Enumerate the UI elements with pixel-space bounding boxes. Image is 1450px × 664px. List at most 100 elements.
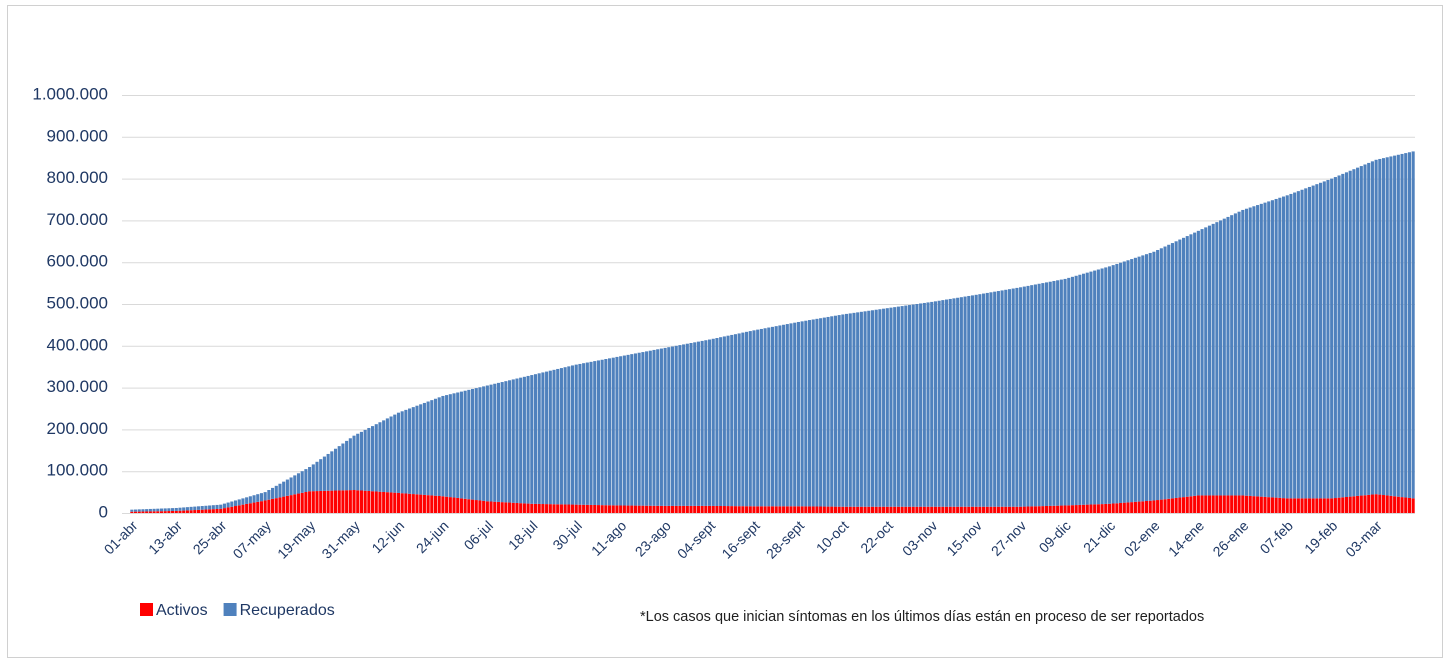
bar-segment bbox=[1374, 159, 1378, 495]
bar-segment bbox=[433, 398, 438, 496]
bar-segment bbox=[1233, 213, 1237, 496]
bar-segment bbox=[1274, 497, 1278, 513]
bar-segment bbox=[1152, 251, 1156, 501]
bar-segment bbox=[574, 504, 578, 513]
bar-segment bbox=[230, 506, 234, 513]
bar-segment bbox=[567, 504, 571, 513]
bar-segment bbox=[930, 301, 934, 507]
bar-segment bbox=[856, 312, 860, 507]
bar-segment bbox=[1119, 502, 1123, 513]
bar-segment bbox=[1289, 193, 1293, 499]
bar-segment bbox=[878, 309, 882, 507]
bar-segment bbox=[1163, 499, 1167, 513]
bar-segment bbox=[963, 296, 967, 507]
bar-segment bbox=[774, 326, 778, 507]
bar-segment bbox=[845, 506, 849, 513]
bar-segment bbox=[352, 435, 356, 491]
bar-segment bbox=[767, 327, 771, 507]
bar-segment bbox=[1267, 497, 1271, 513]
y-tick-label: 300.000 bbox=[47, 377, 108, 396]
bar-segment bbox=[611, 357, 615, 506]
bar-segment bbox=[778, 506, 782, 513]
bar-segment bbox=[659, 348, 663, 506]
bar-segment bbox=[715, 338, 719, 506]
bar-segment bbox=[730, 334, 734, 507]
bar-segment bbox=[1374, 494, 1378, 513]
bar-segment bbox=[1396, 154, 1400, 497]
bar-segment bbox=[508, 380, 512, 503]
bar-segment bbox=[274, 498, 278, 513]
bar-segment bbox=[796, 506, 800, 513]
bar-segment bbox=[237, 499, 241, 506]
bar-segment bbox=[508, 502, 512, 513]
bar-segment bbox=[1378, 158, 1382, 495]
bar-segment bbox=[596, 360, 601, 506]
bar-segment bbox=[970, 506, 975, 513]
bar-segment bbox=[1178, 239, 1182, 498]
bar-segment bbox=[1004, 289, 1008, 507]
bar-segment bbox=[948, 298, 952, 507]
bar-segment bbox=[259, 493, 264, 502]
bar-segment bbox=[608, 505, 612, 513]
bar-segment bbox=[911, 506, 915, 513]
bar-segment bbox=[848, 313, 852, 507]
bar-segment bbox=[271, 487, 275, 499]
bar-segment bbox=[1067, 277, 1071, 506]
bar-segment bbox=[693, 342, 697, 506]
bar-segment bbox=[841, 314, 845, 507]
bar-segment bbox=[311, 464, 315, 492]
bar-segment bbox=[637, 352, 641, 506]
bar-segment bbox=[1148, 500, 1152, 513]
bar-segment bbox=[1144, 501, 1149, 513]
bar-segment bbox=[863, 311, 867, 507]
bar-segment bbox=[578, 363, 582, 505]
bar-segment bbox=[1270, 200, 1274, 498]
bar-segment bbox=[241, 504, 245, 513]
bar-segment bbox=[348, 490, 352, 513]
bar-segment bbox=[748, 506, 752, 513]
bar-segment bbox=[241, 498, 245, 505]
bar-segment bbox=[1322, 181, 1326, 499]
bar-segment bbox=[1207, 225, 1212, 496]
bar-segment bbox=[963, 506, 967, 513]
bar-segment bbox=[193, 506, 197, 511]
bar-segment bbox=[637, 505, 641, 513]
bar-segment bbox=[526, 375, 530, 504]
bar-segment bbox=[1204, 227, 1208, 496]
bar-segment bbox=[1152, 500, 1156, 513]
bar-segment bbox=[285, 479, 289, 496]
bar-segment bbox=[941, 506, 945, 513]
bar-segment bbox=[993, 506, 997, 513]
bar-segment bbox=[900, 306, 904, 507]
bar-segment bbox=[1119, 262, 1123, 503]
bar-segment bbox=[278, 483, 282, 498]
bar-segment bbox=[1015, 287, 1019, 507]
bar-segment bbox=[782, 506, 786, 513]
bar-segment bbox=[1193, 232, 1197, 496]
bar-segment bbox=[1248, 207, 1252, 496]
bar-segment bbox=[537, 373, 541, 504]
bar-segment bbox=[156, 511, 160, 513]
bar-segment bbox=[485, 501, 489, 513]
bar-segment bbox=[952, 298, 956, 507]
bar-segment bbox=[752, 330, 756, 507]
bar-segment bbox=[1033, 284, 1037, 507]
bar-segment bbox=[445, 395, 449, 497]
bar-segment bbox=[378, 422, 382, 492]
bar-segment bbox=[1019, 506, 1023, 513]
bar-segment bbox=[696, 505, 700, 513]
bar-segment bbox=[1311, 185, 1315, 499]
bar-segment bbox=[426, 495, 430, 513]
bar-segment bbox=[182, 510, 186, 513]
bar-segment bbox=[433, 495, 438, 513]
bar-segment bbox=[626, 354, 630, 506]
bar-segment bbox=[956, 297, 960, 507]
bar-segment bbox=[152, 511, 156, 513]
bar-segment bbox=[415, 405, 419, 495]
bar-segment bbox=[1348, 496, 1352, 513]
bar-segment bbox=[1296, 498, 1300, 513]
y-tick-label: 700.000 bbox=[47, 210, 108, 229]
bar-segment bbox=[848, 506, 852, 513]
bar-segment bbox=[885, 308, 889, 507]
bar-segment bbox=[296, 493, 301, 513]
